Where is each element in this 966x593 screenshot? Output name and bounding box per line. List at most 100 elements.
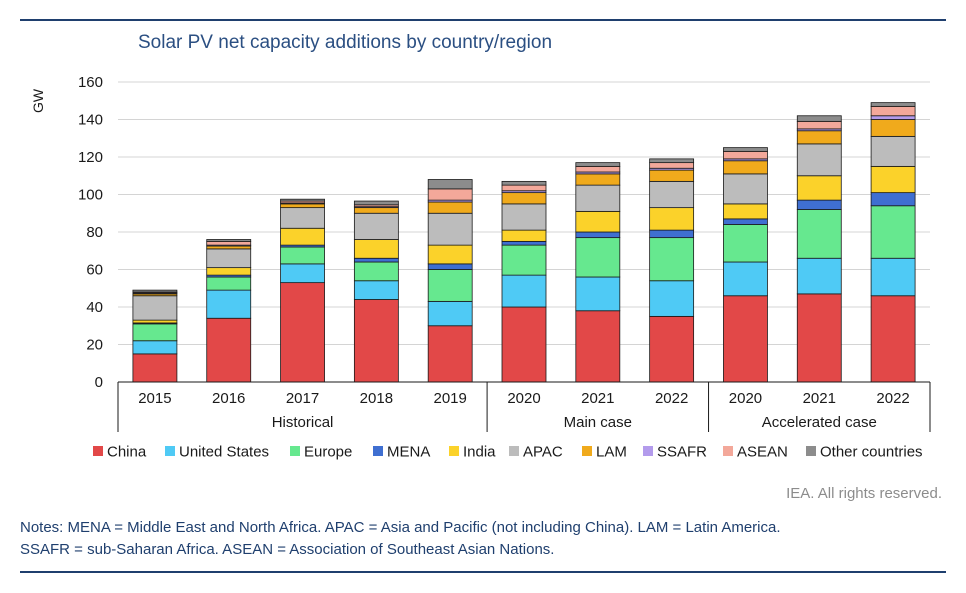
bar-segment (501, 306, 547, 383)
legend-item: China (93, 444, 147, 461)
bar-segment (427, 325, 473, 383)
x-tick-label: 2020 (507, 390, 540, 407)
bar-segment (132, 340, 178, 355)
bottom-rule (20, 571, 946, 573)
legend-item: Other countries (806, 444, 923, 461)
bar-segment (796, 130, 842, 145)
bar-segment (649, 207, 695, 231)
legend-label: India (463, 444, 496, 461)
legend-label: ASEAN (737, 444, 788, 461)
bar-segment (353, 239, 399, 259)
bar-stack (132, 289, 178, 383)
bar-segment (796, 120, 842, 130)
bar-segment (723, 224, 768, 263)
bar-segment (575, 310, 621, 383)
bar-stack (353, 200, 399, 383)
bar-stack (870, 102, 916, 383)
legend-item: United States (165, 444, 269, 461)
legend-swatch (643, 446, 653, 456)
x-tick-label: 2017 (286, 390, 319, 407)
bar-segment (723, 295, 768, 383)
legend-item: APAC (509, 444, 563, 461)
bar-segment (870, 135, 916, 167)
y-tick-label: 100 (78, 187, 103, 204)
legend-swatch (723, 446, 733, 456)
bar-segment (501, 229, 547, 242)
bar-segment (353, 261, 399, 282)
bar-segment (353, 207, 399, 214)
chart-notes: Notes: MENA = Middle East and North Afri… (20, 517, 946, 561)
bar-stack (649, 158, 695, 383)
legend-label: SSAFR (657, 444, 707, 461)
bar-segment (501, 203, 547, 231)
bar-segment (206, 248, 252, 269)
bar-segment (870, 102, 916, 107)
bar-segment (575, 162, 621, 167)
bar-segment (575, 276, 621, 312)
bar-segment (649, 280, 695, 317)
bar-segment (353, 280, 399, 300)
bar-segment (501, 184, 547, 192)
x-tick-label: 2018 (360, 390, 393, 407)
x-tick-label: 2015 (138, 390, 171, 407)
bar-segment (870, 165, 916, 194)
bar-segment (280, 246, 325, 265)
x-tick-label: 2022 (876, 390, 909, 407)
bar-segment (723, 147, 768, 152)
y-tick-label: 40 (86, 299, 103, 316)
legend-item: SSAFR (643, 444, 707, 461)
bar-segment (132, 319, 178, 324)
legend-swatch (93, 446, 103, 456)
bar-segment (353, 212, 399, 240)
bar-segment (723, 150, 768, 160)
y-tick-label: 80 (86, 224, 103, 241)
bar-segment (132, 289, 178, 293)
notes-line-2: SSAFR = sub-Saharan Africa. ASEAN = Asso… (20, 541, 555, 558)
legend-swatch (290, 446, 300, 456)
x-tick-label: 2021 (803, 390, 836, 407)
bar-segment (501, 244, 547, 276)
bar-segment (870, 205, 916, 259)
bar-segment (427, 179, 473, 190)
group-label: Historical (272, 414, 334, 431)
bar-segment (649, 315, 695, 383)
x-axis: 2015 2016 2017 2018 2019 2020 2021 2022 2020 2021… (117, 381, 931, 432)
legend-label: China (107, 444, 147, 461)
bar-segment (649, 162, 695, 169)
bar-segment (575, 184, 621, 212)
x-tick-label: 2020 (729, 390, 762, 407)
legend-swatch (165, 446, 175, 456)
copyright-credit: IEA. All rights reserved. (786, 485, 942, 502)
bar-segment (649, 158, 695, 164)
bar-segment (575, 165, 621, 173)
bar-segment (870, 115, 916, 120)
x-tick-label: 2019 (433, 390, 466, 407)
bar-segment (575, 210, 621, 233)
bar-segment (501, 180, 547, 186)
bar-segment (427, 263, 473, 270)
bar-segment (427, 269, 473, 302)
bar-segment (796, 293, 842, 383)
bar-segment (206, 267, 252, 276)
bar-stack (427, 179, 473, 383)
legend-swatch (373, 446, 383, 456)
bar-segment (723, 218, 768, 225)
bar-segment (206, 289, 252, 319)
legend-item: India (449, 444, 496, 461)
bars (132, 102, 916, 383)
bar-segment (796, 199, 842, 210)
bar-segment (427, 300, 473, 327)
bar-segment (427, 201, 473, 214)
legend-item: MENA (373, 444, 430, 461)
bar-segment (575, 173, 621, 186)
bar-segment (501, 274, 547, 308)
y-axis-label: GW (30, 88, 46, 113)
bar-segment (353, 257, 399, 263)
bar-segment (206, 276, 252, 291)
bar-stack (501, 180, 547, 383)
bar-segment (796, 175, 842, 201)
top-rule (20, 19, 946, 21)
y-tick-label: 160 (78, 74, 103, 91)
bar-segment (427, 244, 473, 265)
bar-segment (280, 207, 325, 229)
